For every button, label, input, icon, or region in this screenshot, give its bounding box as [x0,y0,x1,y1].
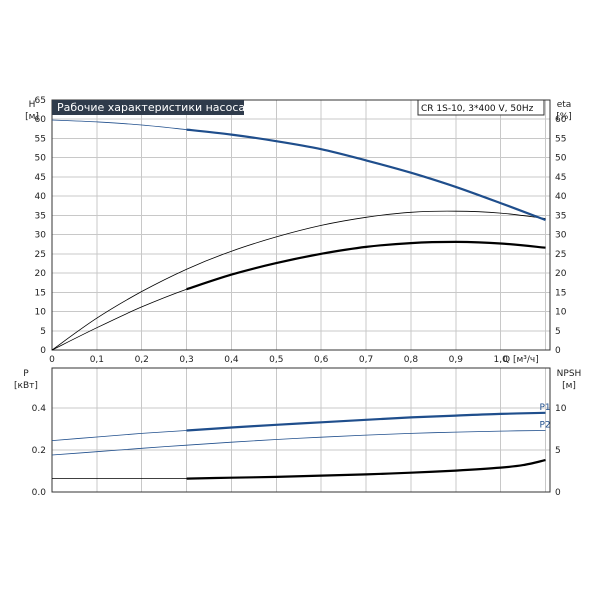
y-right-tick-label: 30 [555,231,567,241]
top-panel: Рабочие характеристики насоса CR 1S-10, … [25,96,572,365]
x-axis-ticks: 0 0,1 0,2 0,3 0,4 0,5 0,6 0,7 0,8 0,9 1,0 [49,355,508,365]
bottom-plot-frame [51,367,551,493]
p-tick-label: 0.0 [32,488,47,498]
bottom-series-labels: P1 P2 [540,403,551,431]
y-left-tick-label: 35 [35,211,46,221]
npsh-tick-label: 5 [555,446,561,456]
chart-subtitle: CR 1S-10, 3*400 V, 50Hz [421,104,534,114]
subtitle-box [417,99,545,116]
bottom-series-lines [51,411,546,480]
npsh-tick-label: 10 [555,404,567,414]
npsh-axis-label-unit: [м] [562,381,576,391]
p1-series-line [51,412,546,441]
x-tick-label: 0,2 [135,355,149,365]
y-right-tick-label: 10 [555,308,567,318]
series-label-p2: P2 [540,420,551,430]
p-axis-label-name: P [23,369,29,379]
y-left-tick-label: 45 [35,173,46,183]
y-left-tick-label: 5 [40,327,46,337]
p-tick-label: 0.2 [32,446,46,456]
y-right-tick-label: 25 [555,250,566,260]
bottom-grid [51,368,550,493]
y-left-tick-label: 40 [35,192,47,202]
y-left-tick-label: 50 [35,154,47,164]
y-left-tick-label: 60 [35,115,47,125]
y-right-tick-label: 40 [555,192,567,202]
top-series-lines [51,119,546,351]
head-series-line-operating [186,128,546,222]
y-left-tick-label: 10 [35,308,47,318]
x-tick-label: 0,3 [179,355,193,365]
y-right-tick-label: 35 [555,211,566,221]
head-series-line [51,119,546,221]
npsh-series-line-operating [186,459,546,480]
y-right-tick-label: 5 [555,327,561,337]
y-left-axis-ticks: 0 5 10 15 20 25 30 35 40 45 50 55 60 65 [35,96,47,356]
npsh-tick-label: 0 [555,488,561,498]
chart-title: Рабочие характеристики насоса [57,101,245,114]
y-left-label-unit: [м] [25,112,39,122]
y-right-tick-label: 60 [555,115,567,125]
title-box [52,100,244,115]
y-left-tick-label: 25 [35,250,46,260]
series-label-p1: P1 [540,403,551,413]
top-grid [51,99,550,351]
x-tick-label: 0,5 [269,355,283,365]
p-axis-ticks: 0.0 0.2 0.4 [32,404,47,498]
y-right-tick-label: 15 [555,288,566,298]
y-right-tick-label: 55 [555,134,566,144]
x-axis-label: Q [м³/ч] [503,355,539,365]
x-tick-label: 0 [49,355,55,365]
y-left-tick-label: 65 [35,96,46,106]
x-tick-label: 1,0 [493,355,508,365]
y-right-label-name: eta [557,100,572,110]
y-left-tick-label: 55 [35,134,46,144]
y-right-tick-label: 50 [555,154,567,164]
p1-series-line-operating [186,411,546,432]
npsh-axis-label-name: NPSH [557,369,582,379]
bottom-panel: P [кВт] NPSH [м] 0.0 0.2 0.4 0 5 10 P1 P2 [14,367,582,498]
npsh-axis-ticks: 0 5 10 [555,404,567,498]
x-tick-label: 0,1 [90,355,104,365]
y-left-tick-label: 30 [35,231,47,241]
y-right-label-unit: [%] [556,112,572,122]
y-left-label-name: H [29,100,36,110]
y-right-tick-label: 45 [555,173,566,183]
x-tick-label: 0,6 [314,355,329,365]
y-left-tick-label: 15 [35,288,46,298]
x-tick-label: 0,8 [404,355,419,365]
y-left-tick-label: 0 [40,346,46,356]
y-right-tick-label: 20 [555,269,567,279]
eta-series-line [51,210,546,351]
top-plot-frame [51,99,551,351]
eta-motor-series-line-operating [186,240,546,291]
x-tick-label: 0,4 [224,355,239,365]
x-tick-label: 0,7 [359,355,373,365]
p2-series-line [51,430,546,456]
p-tick-label: 0.4 [32,404,47,414]
p-axis-label-unit: [кВт] [14,381,38,391]
y-right-tick-label: 0 [555,346,561,356]
y-left-tick-label: 20 [35,269,47,279]
x-tick-label: 0,9 [449,355,464,365]
y-right-axis-ticks: 0 5 10 15 20 25 30 35 40 45 50 55 60 [555,115,567,356]
